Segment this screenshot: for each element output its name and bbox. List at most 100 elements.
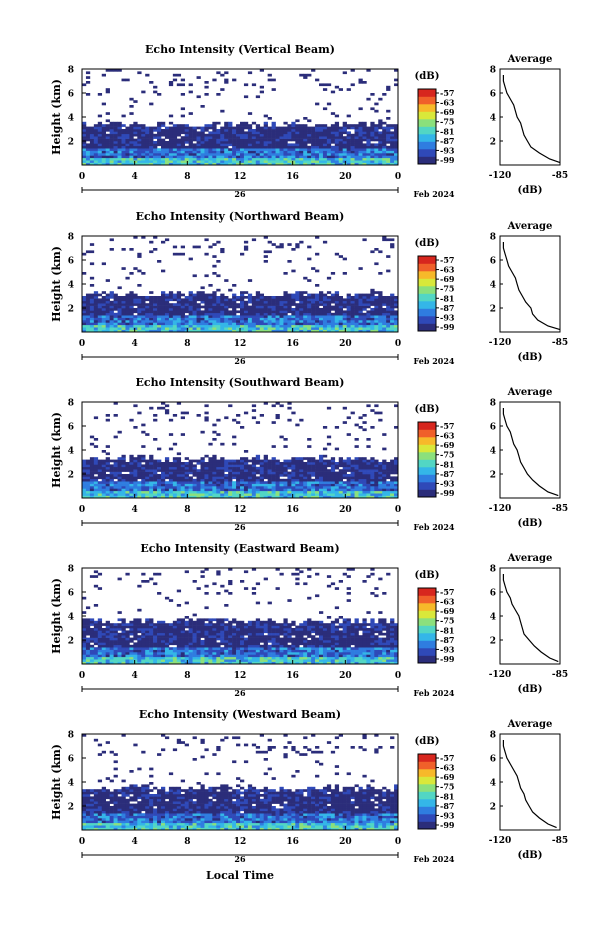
heatmap-cell bbox=[334, 133, 340, 137]
heatmap-cell bbox=[330, 486, 336, 489]
heatmap-cell bbox=[204, 298, 209, 302]
heatmap-cell bbox=[117, 474, 122, 477]
heatmap-cell bbox=[236, 138, 241, 142]
heatmap-cell bbox=[180, 315, 185, 318]
heatmap-cell bbox=[129, 129, 134, 132]
heatmap-cell bbox=[243, 305, 249, 309]
heatmap-cell bbox=[382, 483, 387, 487]
heatmap-cell bbox=[204, 312, 209, 316]
heatmap-cell bbox=[157, 637, 162, 641]
heatmap-cell bbox=[149, 155, 154, 159]
average-y-tick-label: 6 bbox=[490, 90, 496, 100]
heatmap-cell bbox=[232, 469, 237, 472]
heatmap-cell bbox=[283, 129, 288, 132]
heatmap-cell bbox=[97, 93, 103, 96]
heatmap-cell bbox=[149, 324, 154, 328]
heatmap-cell bbox=[319, 148, 324, 151]
heatmap-cell bbox=[157, 296, 162, 299]
heatmap-cell bbox=[105, 136, 110, 139]
heatmap-cell bbox=[370, 426, 375, 429]
heatmap-cell bbox=[263, 160, 268, 163]
heatmap-cell bbox=[184, 157, 189, 161]
heatmap-cell bbox=[105, 654, 110, 658]
heatmap-cell bbox=[271, 493, 276, 496]
y-tick-label: 2 bbox=[68, 471, 74, 481]
heatmap-cell bbox=[180, 630, 185, 634]
heatmap-cell bbox=[125, 490, 130, 494]
heatmap-cell bbox=[153, 656, 158, 660]
heatmap-cell bbox=[82, 490, 87, 494]
heatmap-cell bbox=[390, 476, 395, 480]
heatmap-cell bbox=[295, 124, 300, 127]
heatmap-cell bbox=[354, 476, 359, 480]
heatmap-cell bbox=[208, 131, 213, 135]
heatmap-cell bbox=[307, 322, 312, 326]
heatmap-cell bbox=[346, 298, 351, 302]
heatmap-cell bbox=[247, 145, 253, 149]
heatmap-cell bbox=[283, 126, 288, 130]
heatmap-cell bbox=[271, 490, 276, 494]
heatmap-cell bbox=[192, 630, 197, 634]
beam-panel-3: Echo Intensity (Eastward Beam)2468Height… bbox=[50, 542, 568, 698]
heatmap-cell bbox=[354, 153, 359, 156]
heatmap-cell bbox=[164, 623, 170, 626]
heatmap-cell bbox=[342, 495, 347, 499]
heatmap-cell bbox=[394, 327, 399, 330]
heatmap-cell bbox=[378, 327, 383, 330]
heatmap-cell bbox=[346, 483, 351, 487]
heatmap-cell bbox=[121, 317, 126, 321]
heatmap-cell bbox=[271, 148, 276, 151]
heatmap-cell bbox=[105, 312, 110, 316]
heatmap-cell bbox=[291, 131, 296, 135]
heatmap-cell bbox=[180, 620, 185, 624]
heatmap-cell bbox=[228, 129, 233, 132]
heatmap-cell bbox=[354, 493, 359, 496]
heatmap-cell bbox=[101, 464, 106, 468]
heatmap-cell bbox=[200, 286, 205, 290]
heatmap-cell bbox=[129, 112, 134, 115]
heatmap-cell bbox=[200, 300, 205, 304]
heatmap-cell bbox=[232, 495, 237, 499]
heatmap-cell bbox=[358, 471, 363, 475]
heatmap-cell bbox=[208, 478, 213, 482]
heatmap-cell bbox=[386, 129, 391, 132]
heatmap-cell bbox=[271, 312, 276, 316]
heatmap-cell bbox=[358, 121, 363, 125]
heatmap-cell bbox=[149, 129, 154, 132]
heatmap-cell bbox=[161, 625, 166, 629]
heatmap-cell bbox=[291, 129, 296, 132]
colorbar-tick-label: -69 bbox=[440, 440, 455, 450]
heatmap-cell bbox=[251, 486, 257, 489]
heatmap-cell bbox=[105, 112, 110, 115]
heatmap-cell bbox=[200, 327, 205, 330]
heatmap-cell bbox=[224, 296, 229, 299]
heatmap-cell bbox=[153, 296, 158, 299]
heatmap-cell bbox=[228, 317, 233, 321]
heatmap-cell bbox=[366, 466, 371, 470]
heatmap-cell bbox=[275, 317, 280, 321]
heatmap-cell bbox=[113, 402, 118, 405]
heatmap-cell bbox=[161, 315, 166, 318]
heatmap-cell bbox=[137, 310, 142, 314]
heatmap-cell bbox=[216, 466, 221, 470]
heatmap-cell bbox=[374, 148, 379, 151]
heatmap-cell bbox=[271, 486, 276, 489]
heatmap-cell bbox=[149, 160, 154, 163]
heatmap-cell bbox=[149, 661, 154, 665]
heatmap-cell bbox=[224, 474, 229, 477]
heatmap-cell bbox=[161, 269, 166, 273]
heatmap-cell bbox=[89, 293, 95, 297]
heatmap-cell bbox=[362, 305, 367, 309]
heatmap-cell bbox=[386, 269, 391, 273]
heatmap-cell bbox=[382, 488, 387, 492]
heatmap-cell bbox=[291, 136, 296, 139]
heatmap-cell bbox=[322, 476, 328, 480]
heatmap-cell bbox=[188, 483, 193, 487]
heatmap-cell bbox=[394, 493, 399, 496]
heatmap-cell bbox=[378, 320, 383, 323]
heatmap-cell bbox=[216, 471, 221, 475]
heatmap-cell bbox=[105, 324, 110, 328]
heatmap-cell bbox=[259, 495, 264, 499]
heatmap-cell bbox=[82, 143, 87, 147]
heatmap-cell bbox=[188, 133, 193, 137]
